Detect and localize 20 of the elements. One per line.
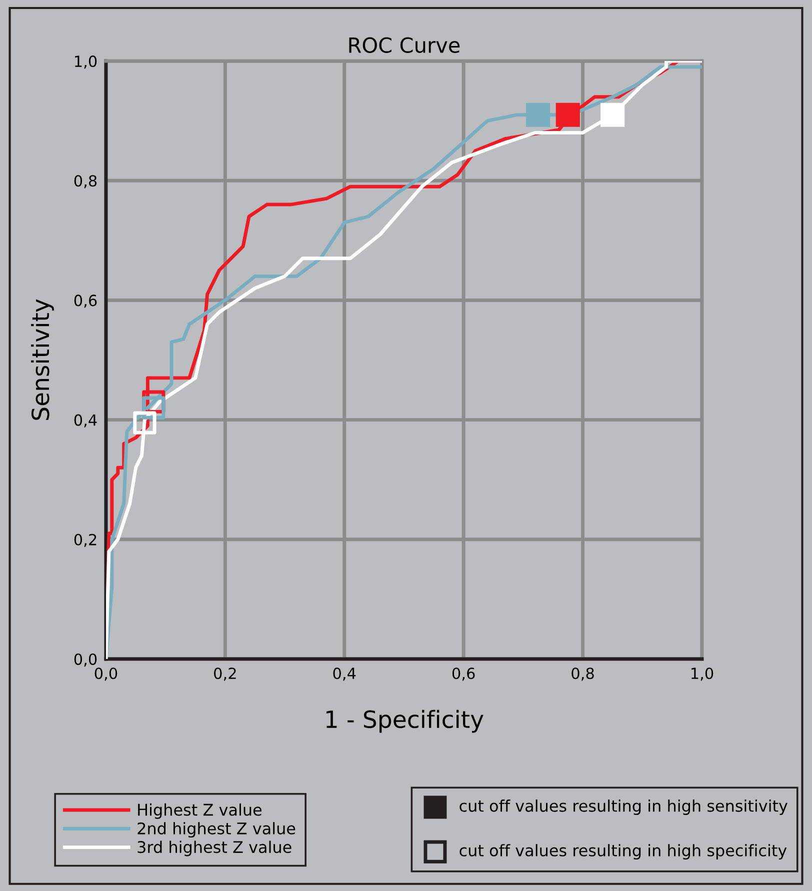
x-axis-title: 1 - Specificity <box>326 710 484 733</box>
y-axis-title: Sensitivity <box>31 299 54 420</box>
text: cut off values resulting in high specificity <box>460 844 787 860</box>
x-tick-label: 1,0 <box>692 668 714 681</box>
y-tick-label: 1,0 <box>75 56 97 69</box>
legend-label: 2nd highest Z value <box>138 822 296 838</box>
y-tick-label: 0,6 <box>74 294 97 308</box>
x-tick-label: 0,2 <box>214 668 236 681</box>
x-tick-label: 0,0 <box>94 668 118 681</box>
text: cut off values resulting in high sensitivity <box>460 800 788 815</box>
x-tick-label: 0,4 <box>333 668 356 681</box>
y-tick-label: 0,8 <box>74 175 97 188</box>
legend-label: Highest Z value <box>138 803 262 819</box>
chart-title: ROC Curve <box>349 37 460 53</box>
x-tick-label: 0,6 <box>452 668 475 681</box>
y-tick-label: 0,4 <box>74 414 97 428</box>
y-tick-label: 0,2 <box>74 534 96 547</box>
y-tick-label: 0,0 <box>74 653 97 667</box>
x-tick-label: 0,8 <box>572 668 594 681</box>
legend-label: 3rd highest Z value <box>138 840 292 856</box>
